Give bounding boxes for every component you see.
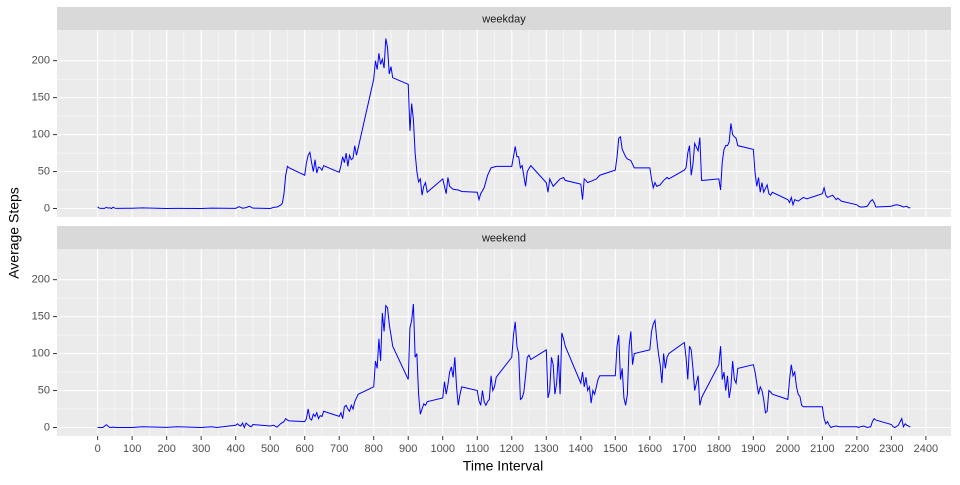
x-tick-label: 0 xyxy=(95,443,101,455)
y-tick-label: 50 xyxy=(38,384,50,396)
x-tick-label: 1900 xyxy=(741,443,765,455)
x-tick-label: 1500 xyxy=(603,443,627,455)
strip xyxy=(57,226,951,249)
strip xyxy=(57,7,951,30)
x-tick-label: 2400 xyxy=(914,443,938,455)
y-tick-label: 200 xyxy=(32,274,50,286)
x-tick-label: 1100 xyxy=(465,443,489,455)
y-tick-label: 200 xyxy=(32,55,50,67)
x-tick-label: 600 xyxy=(296,443,314,455)
strip-label: weekend xyxy=(481,232,526,244)
x-tick-label: 2300 xyxy=(879,443,903,455)
x-tick-label: 300 xyxy=(192,443,210,455)
strip-label: weekday xyxy=(481,13,526,25)
x-tick-label: 900 xyxy=(399,443,417,455)
x-tick-label: 700 xyxy=(330,443,348,455)
x-tick-label: 400 xyxy=(226,443,244,455)
x-tick-label: 1200 xyxy=(500,443,524,455)
y-tick-label: 150 xyxy=(32,311,50,323)
x-tick-label: 2100 xyxy=(810,443,834,455)
x-axis-label: Time Interval xyxy=(463,458,543,474)
data-line xyxy=(97,304,911,429)
x-tick-label: 1600 xyxy=(638,443,662,455)
y-tick-label: 100 xyxy=(32,347,50,359)
y-tick-label: 0 xyxy=(44,202,50,214)
x-tick-label: 800 xyxy=(365,443,383,455)
y-tick-label: 100 xyxy=(32,128,50,140)
x-tick-label: 1800 xyxy=(707,443,731,455)
x-tick-label: 2000 xyxy=(776,443,800,455)
x-tick-label: 100 xyxy=(123,443,141,455)
x-tick-label: 2200 xyxy=(845,443,869,455)
y-tick-label: 0 xyxy=(44,421,50,433)
x-tick-label: 200 xyxy=(157,443,175,455)
x-tick-label: 1400 xyxy=(569,443,593,455)
x-tick-label: 1300 xyxy=(534,443,558,455)
y-tick-label: 50 xyxy=(38,165,50,177)
data-line xyxy=(97,38,911,210)
x-tick-label: 1000 xyxy=(431,443,455,455)
y-axis-label: Average Steps xyxy=(6,187,22,279)
x-tick-label: 1700 xyxy=(672,443,696,455)
panel-background xyxy=(57,30,951,217)
x-tick-label: 500 xyxy=(261,443,279,455)
y-tick-label: 150 xyxy=(32,92,50,104)
panel-background xyxy=(57,249,951,436)
